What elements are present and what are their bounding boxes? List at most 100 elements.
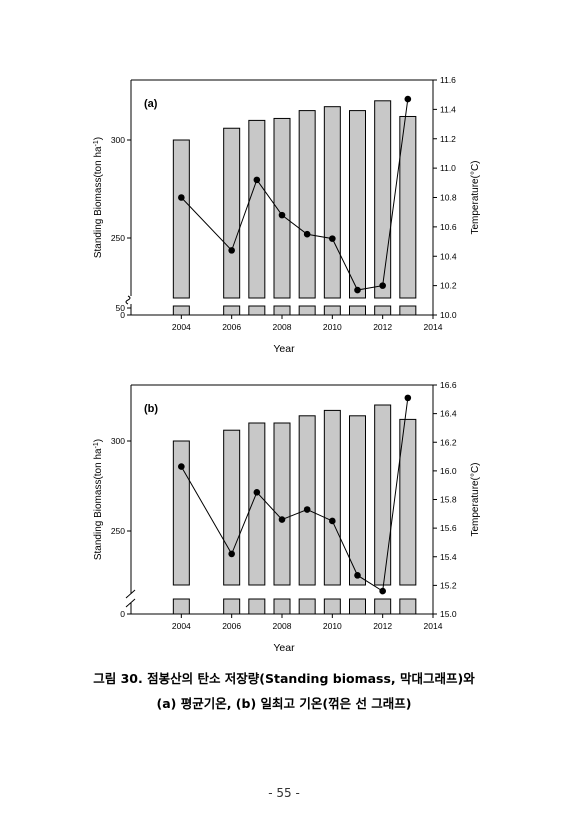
x-tick-label: 2008 xyxy=(273,322,292,332)
y-tick-label: 250 xyxy=(111,233,125,243)
biomass-bar-base xyxy=(172,598,190,615)
biomass-bar xyxy=(399,115,417,299)
y-tick-label: 300 xyxy=(111,436,125,446)
x-tick-label: 2006 xyxy=(222,322,241,332)
temperature-point xyxy=(379,587,386,595)
temperature-point xyxy=(178,194,185,201)
y-axis-title: Standing Biomass(ton ha-1) xyxy=(93,137,105,258)
temperature-point xyxy=(354,572,361,579)
y2-tick-label: 15.0 xyxy=(440,609,457,619)
temperature-point xyxy=(379,282,386,289)
biomass-bar-base xyxy=(298,598,316,615)
y2-tick-label: 16.2 xyxy=(440,437,457,447)
temperature-point xyxy=(404,95,412,103)
y2-tick-label: 16.4 xyxy=(440,409,457,419)
biomass-bar-base xyxy=(374,305,392,316)
biomass-bar-base xyxy=(172,305,190,316)
y2-tick-label: 10.2 xyxy=(440,281,457,291)
y2-tick-label: 11.0 xyxy=(440,163,456,173)
biomass-bar-base xyxy=(248,305,266,316)
y2-tick-label: 16.6 xyxy=(440,380,457,390)
biomass-bar xyxy=(298,110,316,299)
y-tick-label: 250 xyxy=(111,526,125,536)
temperature-point xyxy=(253,489,261,496)
x-tick-label: 2010 xyxy=(323,621,342,631)
y2-tick-label: 10.4 xyxy=(440,251,457,261)
temperature-point xyxy=(303,506,311,513)
temperature-point xyxy=(329,235,336,242)
temperature-point xyxy=(178,463,185,470)
x-tick-label: 2006 xyxy=(222,621,241,631)
biomass-bar xyxy=(223,127,241,299)
biomass-bar xyxy=(374,100,392,299)
biomass-bar xyxy=(248,422,266,586)
biomass-bar-base xyxy=(273,305,291,316)
chart-a: 2004 2006 2008 2010 2012 2014 Year 10.0 10.2 10.4… xyxy=(93,75,482,355)
temperature-line xyxy=(180,99,409,291)
biomass-bar xyxy=(399,418,417,586)
chart-b: 2004 2006 2008 2010 2012 2014 Year 15.0 15.2 15.4… xyxy=(93,380,482,654)
y2-axis-title: Temperature(°C) xyxy=(470,160,481,234)
y2-tick-label: 10.6 xyxy=(440,222,457,232)
y2-tick-label: 10.0 xyxy=(440,310,457,320)
biomass-bar-base xyxy=(223,598,241,615)
biomass-bar xyxy=(349,110,366,299)
biomass-bar xyxy=(323,409,341,586)
y2-tick-label: 15.4 xyxy=(440,552,457,562)
temperature-point xyxy=(278,211,286,219)
x-tick-label: 2004 xyxy=(172,621,191,631)
temperature-point xyxy=(253,176,261,184)
temperature-point xyxy=(228,247,235,254)
x-tick-label: 2004 xyxy=(172,322,191,332)
biomass-bar-base xyxy=(298,305,316,316)
x-tick-label: 2012 xyxy=(373,621,392,631)
y2-tick-label: 15.8 xyxy=(440,495,457,505)
temperature-point xyxy=(404,394,412,402)
y-tick-label: 300 xyxy=(111,135,125,145)
temperature-point xyxy=(278,516,286,523)
panel-label: (a) xyxy=(144,98,158,110)
y2-tick-label: 11.4 xyxy=(440,104,456,114)
y2-tick-label: 11.2 xyxy=(440,134,456,144)
x-tick-label: 2014 xyxy=(424,621,443,631)
biomass-bar xyxy=(323,106,341,299)
temperature-point xyxy=(303,230,311,238)
biomass-bar xyxy=(223,429,241,586)
figure-caption-line-1: 그림 30. 점봉산의 탄소 저장량(Standing biomass, 막대그… xyxy=(93,671,475,686)
y2-tick-label: 10.8 xyxy=(440,193,457,203)
x-tick-label: 2014 xyxy=(424,322,443,332)
y-tick-label: 0 xyxy=(120,310,125,320)
biomass-bar-base xyxy=(248,598,266,615)
y-tick-label: 50 xyxy=(116,303,126,313)
y-tick-label: 0 xyxy=(120,609,125,619)
biomass-bar-base xyxy=(349,305,366,316)
biomass-bar xyxy=(298,415,316,586)
biomass-bar xyxy=(172,139,190,299)
y2-tick-label: 11.6 xyxy=(440,75,456,85)
panel-label: (b) xyxy=(144,403,158,415)
biomass-bar xyxy=(273,117,291,299)
biomass-bar-base xyxy=(273,598,291,615)
biomass-bar xyxy=(349,415,366,586)
figure-caption-line-2: (a) 평균기온, (b) 일최고 기온(꺾은 선 그래프) xyxy=(156,696,412,711)
biomass-bar xyxy=(172,440,190,586)
biomass-bar-base xyxy=(399,598,417,615)
x-tick-label: 2008 xyxy=(273,621,292,631)
y2-tick-label: 15.6 xyxy=(440,523,457,533)
axis-break-mark xyxy=(125,598,136,608)
y-axis-title: Standing Biomass(ton ha-1) xyxy=(93,439,105,560)
biomass-bar-base xyxy=(349,598,366,615)
biomass-bar xyxy=(273,422,291,586)
y2-tick-label: 15.2 xyxy=(440,580,457,590)
biomass-bar-base xyxy=(323,305,341,316)
biomass-bar-base xyxy=(323,598,341,615)
x-axis-title: Year xyxy=(273,343,295,355)
biomass-bar-base xyxy=(374,598,392,615)
biomass-bar xyxy=(248,119,266,299)
biomass-bar xyxy=(374,404,392,586)
page-number: - 55 - xyxy=(268,786,300,800)
y2-tick-label: 16.0 xyxy=(440,466,457,476)
x-tick-label: 2012 xyxy=(373,322,392,332)
y2-axis-title: Temperature(°C) xyxy=(470,462,481,536)
temperature-point xyxy=(354,286,361,294)
